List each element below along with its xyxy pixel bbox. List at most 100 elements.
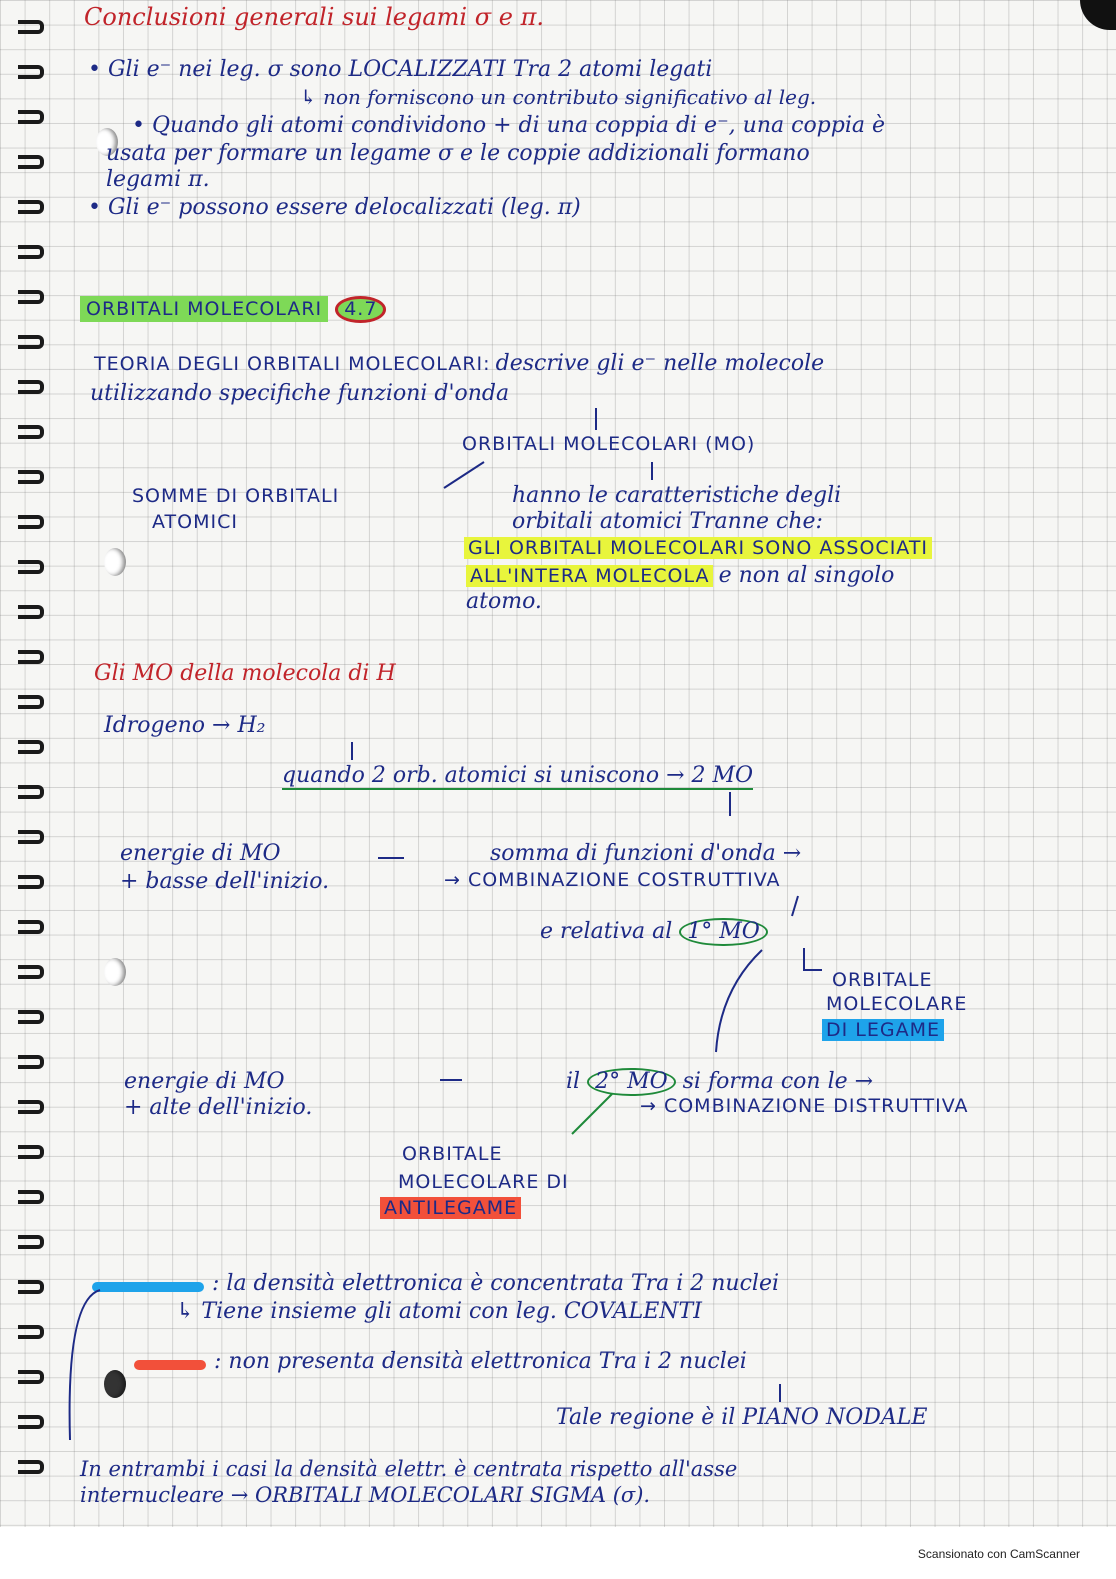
antibonding-highlight: ANTILEGAME bbox=[380, 1197, 522, 1219]
nodal-line: Tale regione è il PIANO NODALE bbox=[556, 1405, 928, 1430]
right-note: orbitali atomici Tranne che: bbox=[512, 509, 823, 534]
spiral-ring bbox=[18, 785, 44, 799]
bonding-label: ORBITALE bbox=[832, 969, 933, 991]
spiral-ring bbox=[18, 1370, 44, 1384]
relative-text: e relativa al bbox=[540, 919, 673, 944]
spiral-ring bbox=[18, 605, 44, 619]
section-number-badge: 4.7 bbox=[335, 296, 387, 323]
left-note: ATOMICI bbox=[152, 511, 238, 533]
spiral-ring bbox=[18, 1055, 44, 1069]
second-b: si forma con le → bbox=[682, 1069, 874, 1094]
second-mo: 2° MO bbox=[587, 1068, 676, 1097]
key-statement-row: ALL'INTERA MOLECOLA e non al singolo bbox=[466, 563, 894, 588]
h-heading: Gli MO della molecola di H bbox=[94, 661, 396, 686]
bottom-line: internucleare → ORBITALI MOLECOLARI SIGM… bbox=[80, 1483, 651, 1507]
spiral-ring bbox=[18, 740, 44, 754]
punch-hole bbox=[104, 548, 126, 576]
spiral-ring bbox=[18, 65, 44, 79]
legend-blue: : la densità elettronica è concentrata T… bbox=[212, 1271, 780, 1296]
energy-low: energie di MO bbox=[120, 841, 281, 866]
bottom-line: In entrambi i casi la densità elettr. è … bbox=[80, 1457, 738, 1481]
arrow-down-icon bbox=[791, 895, 799, 917]
bullet-line: • Gli e⁻ nei leg. σ sono LOCALIZZATI Tra… bbox=[88, 57, 713, 82]
scanner-footer: Scansionato con CamScanner bbox=[0, 1527, 1116, 1579]
constructive-label: → COMBINAZIONE COSTRUTTIVA bbox=[444, 869, 781, 891]
spiral-ring bbox=[18, 695, 44, 709]
theory-line: TEORIA DEGLI ORBITALI MOLECOLARI: descri… bbox=[94, 351, 825, 376]
antibonding-label: ANTILEGAME bbox=[380, 1197, 522, 1219]
relative-line: e relativa al 1° MO bbox=[540, 918, 768, 947]
spiral-ring bbox=[18, 1235, 44, 1249]
theory-rest: descrive gli e⁻ nelle molecole bbox=[495, 351, 825, 376]
arrow-left-icon bbox=[443, 461, 485, 489]
right-note: hanno le caratteristiche degli bbox=[512, 483, 842, 508]
spiral-ring bbox=[18, 425, 44, 439]
bonding-label: MOLECOLARE bbox=[826, 993, 968, 1015]
spiral-ring bbox=[18, 155, 44, 169]
punch-hole bbox=[96, 128, 118, 156]
spiral-ring bbox=[18, 470, 44, 484]
spiral-ring bbox=[18, 20, 44, 34]
theory-caps: TEORIA DEGLI ORBITALI MOLECOLARI: bbox=[94, 353, 491, 375]
mo-label: ORBITALI MOLECOLARI (MO) bbox=[462, 433, 756, 455]
bullet-line: usata per formare un legame σ e le coppi… bbox=[106, 141, 810, 166]
spiral-ring bbox=[18, 1100, 44, 1114]
spiral-ring bbox=[18, 1325, 44, 1339]
punch-hole bbox=[104, 1370, 126, 1398]
spiral-ring bbox=[18, 290, 44, 304]
legend-red-swatch bbox=[134, 1360, 206, 1370]
spiral-ring bbox=[18, 1010, 44, 1024]
spiral-ring bbox=[18, 920, 44, 934]
left-note: SOMME DI ORBITALI bbox=[132, 485, 340, 507]
spiral-ring bbox=[18, 965, 44, 979]
arrow-right-icon bbox=[803, 948, 822, 971]
section-heading: ORBITALI MOLECOLARI 4.7 bbox=[80, 296, 387, 323]
arrow-curve-icon bbox=[715, 949, 763, 1053]
spiral-ring bbox=[18, 830, 44, 844]
legend-blue-swatch bbox=[92, 1282, 204, 1292]
arrow-diagonal-icon bbox=[571, 1093, 613, 1135]
legend-red: : non presenta densità elettronica Tra i… bbox=[214, 1349, 747, 1374]
legend-blue-2: ↳ Tiene insieme gli atomi con leg. COVAL… bbox=[176, 1299, 702, 1324]
sum-line: somma di funzioni d'onda → bbox=[490, 841, 802, 866]
spiral-ring bbox=[18, 380, 44, 394]
spiral-ring bbox=[18, 200, 44, 214]
spiral-ring bbox=[18, 1190, 44, 1204]
spiral-ring bbox=[18, 560, 44, 574]
destructive-label: → COMBINAZIONE DISTRUTTIVA bbox=[640, 1095, 969, 1117]
spiral-ring bbox=[18, 245, 44, 259]
key-statement-3: atomo. bbox=[466, 589, 542, 614]
notebook-spiral bbox=[18, 20, 58, 1520]
bullet-line: • Gli e⁻ possono essere delocalizzati (l… bbox=[88, 195, 581, 220]
punch-hole bbox=[104, 958, 126, 986]
bonding-highlight: DI LEGAME bbox=[822, 1019, 944, 1041]
spiral-ring bbox=[18, 1460, 44, 1474]
hydrogen-line: Idrogeno → H₂ bbox=[104, 713, 266, 738]
antibonding-label: ORBITALE bbox=[402, 1143, 503, 1165]
bonding-label: DI LEGAME bbox=[822, 1019, 944, 1041]
bullet-line: legami π. bbox=[106, 167, 210, 192]
key-statement-2: ALL'INTERA MOLECOLA bbox=[466, 565, 714, 587]
scanner-credit: Scansionato con CamScanner bbox=[917, 1547, 1080, 1561]
key-statement: GLI ORBITALI MOLECOLARI SONO ASSOCIATI bbox=[464, 537, 933, 559]
theory-line-2: utilizzando specifiche funzioni d'onda bbox=[90, 381, 510, 406]
bracket-arrow-icon bbox=[68, 1289, 101, 1441]
second-a: il bbox=[566, 1069, 581, 1094]
page-title: Conclusioni generali sui legami σ e π. bbox=[84, 3, 544, 31]
second-line: il 2° MO si forma con le → bbox=[566, 1068, 874, 1097]
when-line: quando 2 orb. atomici si uniscono → 2 MO bbox=[282, 763, 754, 791]
bullet-line: • Quando gli atomi condividono + di una … bbox=[132, 113, 886, 138]
spiral-ring bbox=[18, 1280, 44, 1294]
spiral-ring bbox=[18, 1145, 44, 1159]
antibonding-label: MOLECOLARE DI bbox=[398, 1171, 569, 1193]
spiral-ring bbox=[18, 110, 44, 124]
spiral-ring bbox=[18, 650, 44, 664]
spiral-ring bbox=[18, 1415, 44, 1429]
key-statement-1: GLI ORBITALI MOLECOLARI SONO ASSOCIATI bbox=[464, 537, 933, 559]
spiral-ring bbox=[18, 515, 44, 529]
scan-corner-shadow bbox=[1080, 0, 1116, 30]
first-mo: 1° MO bbox=[679, 918, 768, 947]
spiral-ring bbox=[18, 335, 44, 349]
energy-high: + alte dell'inizio. bbox=[124, 1095, 313, 1120]
